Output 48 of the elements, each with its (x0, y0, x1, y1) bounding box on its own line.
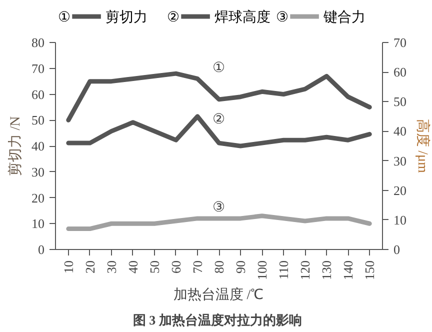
x-tick-label: 120 (298, 260, 313, 280)
y-tick-label: 60 (32, 86, 44, 102)
text: ③ (276, 8, 290, 24)
x-tick-label: 60 (168, 260, 184, 274)
x-tick-label: 150 (362, 260, 378, 280)
annotation: ② (212, 112, 226, 128)
y2-tick-label: 60 (394, 64, 406, 80)
y2-tick-label: 0 (394, 242, 400, 257)
y-tick-label: 0 (38, 242, 44, 257)
y2-tick-label: 20 (394, 182, 406, 198)
x-tick-label: 50 (146, 260, 162, 274)
x-tick-label: 90 (233, 260, 248, 274)
legend-label: 焊球高度 (214, 8, 270, 24)
legend-label: 剪切力 (105, 8, 148, 24)
y-tick-label: 30 (32, 164, 44, 180)
y-tick-label: 80 (32, 35, 44, 50)
annotation: ③ (212, 200, 226, 216)
y2-tick-label: 40 (394, 124, 406, 139)
y2-tick-label: 10 (394, 212, 406, 228)
x-tick-label: 30 (104, 260, 119, 274)
x-tick-label: 130 (319, 260, 334, 280)
x-tick-label: 80 (212, 260, 226, 274)
y-tick-label: 40 (32, 138, 44, 154)
x-tick-label: 70 (190, 260, 205, 274)
x-axis-title: 加热台温度 /℃ (173, 287, 264, 303)
y2-tick-label: 50 (394, 94, 406, 110)
y-tick-label: 50 (32, 112, 44, 128)
y-tick-label: 20 (32, 190, 44, 206)
text: ② (167, 8, 180, 24)
y-tick-label: 70 (32, 60, 44, 76)
x-tick-label: 20 (82, 260, 98, 274)
line-series (66, 71, 372, 122)
text: ① (58, 8, 72, 24)
annotation: ① (212, 60, 226, 76)
x-tick-label: 100 (254, 260, 270, 280)
y-axis-title: 剪切力 /N (8, 116, 24, 176)
x-tick-label: 140 (340, 260, 356, 280)
legend-label: 键合力 (322, 8, 366, 24)
x-tick-label: 10 (60, 260, 76, 274)
x-tick-label: 40 (125, 260, 140, 274)
y-tick-label: 10 (32, 216, 44, 232)
y2-tick-label: 70 (394, 35, 406, 50)
y2-tick-label: 30 (394, 153, 406, 168)
y2-axis-title: 高度 /μm (414, 119, 430, 174)
line-series (66, 214, 372, 232)
text: 图 3 加热台温度对拉力的影响 (132, 312, 302, 328)
x-tick-label: 110 (276, 260, 292, 280)
line-series (66, 114, 372, 148)
